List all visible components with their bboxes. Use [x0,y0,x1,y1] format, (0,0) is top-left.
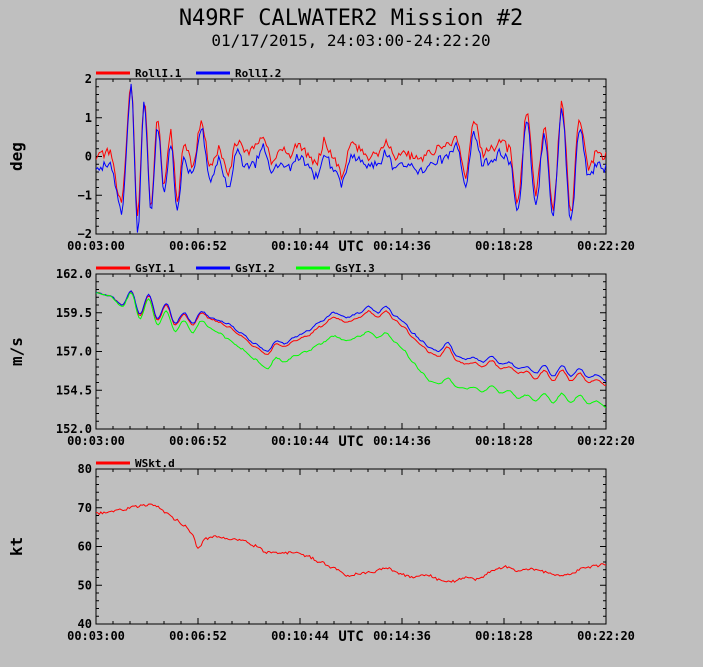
x-tick-label: 00:03:00 [67,239,125,253]
legend-label: RollI.1 [135,67,182,80]
y-tick-label: −1 [78,188,92,202]
legend-label: WSkt.d [135,457,175,470]
x-tick-label: 00:18:28 [475,239,533,253]
y-tick-label: 162.0 [56,267,92,281]
legend-label: GsYI.2 [235,262,275,275]
chart-title: N49RF CALWATER2 Mission #2 [179,6,523,31]
x-tick-label: 00:06:52 [169,239,227,253]
x-tick-label: 00:14:36 [373,239,431,253]
y-tick-label: 1 [85,111,92,125]
x-tick-label: 00:22:20 [577,239,635,253]
y-tick-label: 40 [78,617,92,631]
x-tick-label: 00:03:00 [67,629,125,643]
series-line-GsYI.2 [96,290,606,382]
y-axis-label: kt [7,537,26,556]
x-tick-label: 00:14:36 [373,629,431,643]
x-axis-label: UTC [338,629,363,645]
x-tick-label: 00:18:28 [475,629,533,643]
x-tick-label: 00:06:52 [169,434,227,448]
series-line-RollI.2 [96,83,606,233]
y-axis-label: deg [7,142,26,171]
series-line-RollI.1 [96,85,606,217]
x-tick-label: 00:10:44 [271,629,329,643]
chart-panels: 210−1−200:03:00 00:06:52 00:10:44 00:14:36 0… [7,67,635,645]
legend-label: GsYI.3 [335,262,375,275]
x-tick-label: 00:10:44 [271,434,329,448]
series-line-WSkt.d [96,503,606,583]
x-axis-label: UTC [338,239,363,255]
y-tick-label: 154.5 [56,383,92,397]
legend-label: GsYI.1 [135,262,175,275]
series-line-GsYI.3 [96,292,606,409]
y-tick-label: 0 [85,150,92,164]
y-tick-label: 152.0 [56,422,92,436]
x-tick-label: 00:22:20 [577,434,635,448]
y-tick-label: 80 [78,462,92,476]
y-tick-label: −2 [78,227,92,241]
x-tick-label: 00:03:00 [67,434,125,448]
chart-panel-2: 162.0 159.5 157.0 154.5 152.000:03:00 00:06:5… [7,262,635,450]
x-tick-label: 00:18:28 [475,434,533,448]
x-tick-label: 00:06:52 [169,629,227,643]
chart-subtitle: 01/17/2015, 24:03:00-24:22:20 [211,31,490,50]
y-tick-label: 157.0 [56,345,92,359]
x-tick-label: 00:14:36 [373,434,431,448]
y-tick-label: 2 [85,72,92,86]
x-tick-label: 00:10:44 [271,239,329,253]
x-axis-label: UTC [338,434,363,450]
y-tick-label: 70 [78,501,92,515]
legend-label: RollI.2 [235,67,281,80]
x-tick-label: 00:22:20 [577,629,635,643]
y-tick-label: 159.5 [56,306,92,320]
chart-panel-1: 2 1 0 −1 −200:03:00 00:06:52 00:10:44 00:14:36 0… [7,67,635,255]
y-axis-label: m/s [7,337,26,366]
series-line-GsYI.1 [96,290,606,386]
y-tick-label: 50 [78,578,92,592]
y-tick-label: 60 [78,540,92,554]
